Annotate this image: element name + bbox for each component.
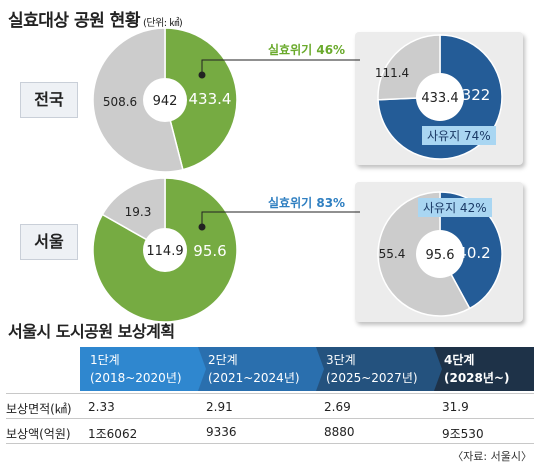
stage-header-1: 1단계 (2018~2020년) — [80, 347, 198, 391]
table-cell: 9조530 — [442, 427, 484, 441]
stage-period: (2018~2020년) — [90, 371, 182, 385]
connector-dot-seoul — [198, 223, 206, 231]
row-label-area: 보상면적(㎢) — [6, 402, 72, 416]
stage-label: 2단계 — [208, 353, 238, 367]
badge-national-private: 사유지 74% — [422, 126, 496, 145]
stage-period: (2021~2024년) — [208, 371, 300, 385]
stage-period: (2028년~) — [444, 371, 510, 385]
pie-center — [143, 78, 187, 122]
tag-national-risk: 실효위기 46% — [268, 43, 346, 57]
row-label-amount: 보상액(억원) — [6, 427, 71, 441]
stage-arrows — [198, 347, 442, 391]
pie-slice — [439, 191, 503, 310]
tag-seoul-risk: 실효위기 83% — [268, 196, 346, 210]
connector-line-seoul — [201, 211, 360, 227]
slice-label: 55.4 — [379, 247, 406, 261]
table-divider — [6, 393, 534, 394]
table-cell: 2.69 — [324, 400, 351, 414]
slice-label: 19.3 — [125, 205, 152, 219]
pie-center — [416, 73, 464, 121]
slice-label: 322 — [462, 86, 491, 104]
table-divider — [6, 418, 534, 419]
stage-label: 1단계 — [90, 353, 120, 367]
row-label-seoul: 서울 — [20, 224, 78, 260]
table-cell: 2.33 — [88, 400, 115, 414]
stage-period: (2025~2027년) — [326, 371, 418, 385]
pie-center-label: 95.6 — [426, 248, 455, 263]
pie-charts: 433.4 508.6 942 322 111.4 433.4 95.6 19.3 114.9 4… — [92, 27, 503, 323]
slice-label: 508.6 — [103, 95, 137, 109]
stage-header-2: 2단계 (2021~2024년) — [198, 347, 316, 391]
pie-center — [416, 230, 464, 278]
table-cell: 2.91 — [206, 400, 233, 414]
table-cell: 1조6062 — [88, 427, 138, 441]
slice-label: 95.6 — [193, 242, 226, 260]
stage-label: 3단계 — [326, 353, 356, 367]
stage-header-3: 3단계 (2025~2027년) — [316, 347, 434, 391]
table-title: 서울시 도시공원 보상계획 — [8, 322, 175, 341]
slice-label: 40.2 — [457, 244, 490, 262]
slice-label: 111.4 — [375, 66, 409, 80]
pie-center-label: 114.9 — [146, 244, 183, 259]
pie-center — [143, 228, 187, 272]
pie-center-label: 433.4 — [421, 91, 458, 106]
table-divider — [6, 443, 534, 444]
pie-slice — [101, 177, 166, 252]
pie-slice — [164, 27, 238, 171]
unit-label: (단위: ㎢) — [142, 18, 183, 29]
table-cell: 8880 — [324, 425, 355, 439]
badge-seoul-private: 사유지 42% — [418, 198, 492, 217]
pie-slice — [92, 27, 184, 173]
slice-label: 433.4 — [189, 90, 232, 108]
table-cell: 31.9 — [442, 400, 469, 414]
connector-dot-national — [198, 71, 206, 79]
pie-center-label: 942 — [153, 94, 178, 109]
stage-label: 4단계 — [444, 353, 475, 367]
table-cell: 9336 — [206, 425, 237, 439]
source-note: 〈자료: 서울시〉 — [452, 450, 532, 463]
connector-line-national — [201, 59, 360, 75]
chart-title: 실효대상 공원 현황 (단위: ㎢) — [8, 11, 183, 31]
row-label-national: 전국 — [20, 82, 78, 118]
stage-header-4: 4단계 (2028년~) — [434, 347, 534, 391]
